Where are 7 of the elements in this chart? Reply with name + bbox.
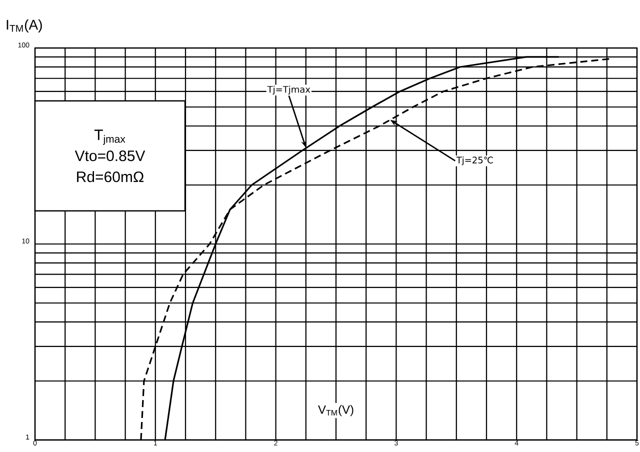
- annotation: Tj=Tjmax: [267, 86, 310, 94]
- y-axis-title: I$_{TM}$(A): [6, 19, 42, 32]
- annotation: Vto=0.85V: [74, 150, 146, 162]
- annotation: Tj=25℃: [456, 156, 493, 166]
- x-axis-title: V$_{TM}$(V): [318, 405, 354, 416]
- annotation: T$_{jmax}$: [94, 130, 126, 145]
- annotation: Rd=60mΩ: [77, 171, 144, 182]
